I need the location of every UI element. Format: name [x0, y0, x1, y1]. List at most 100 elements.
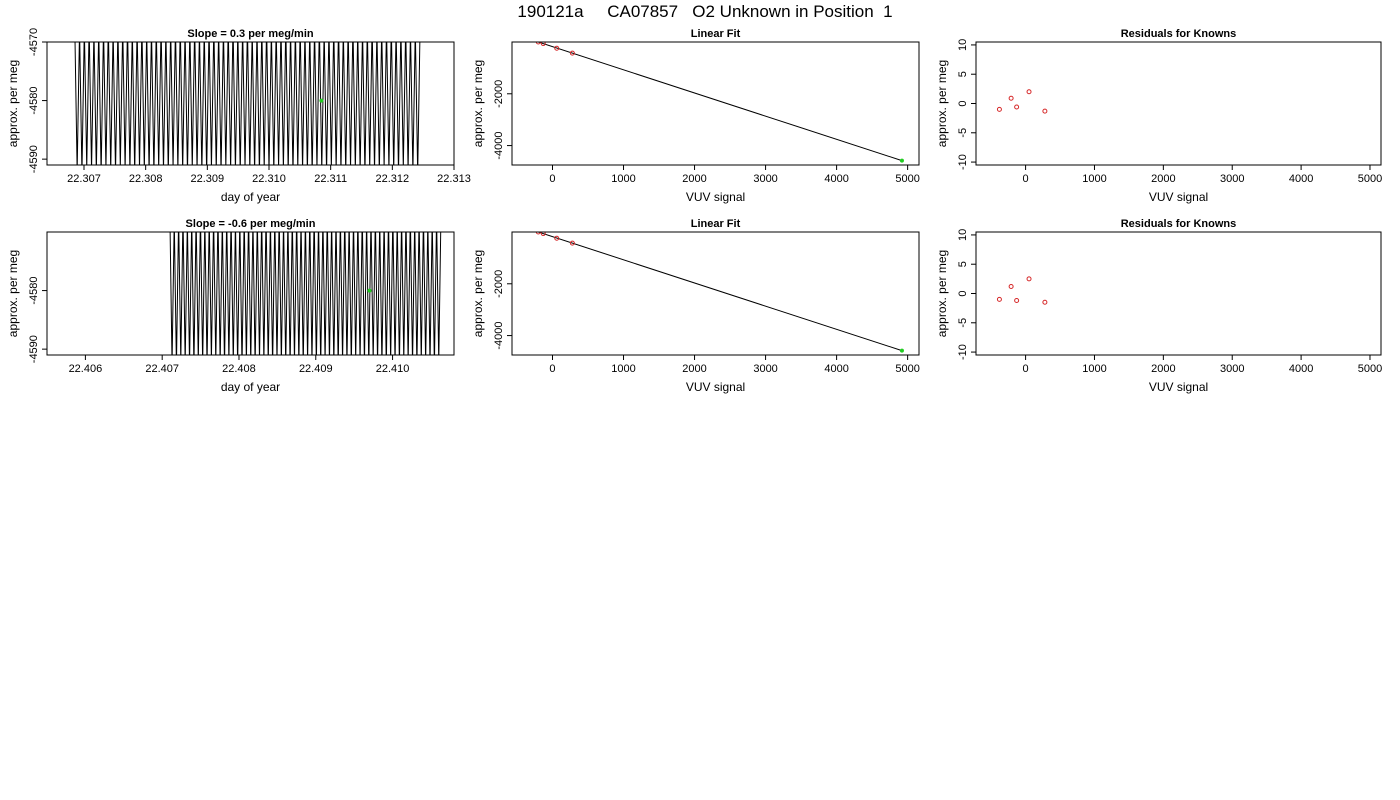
- x-tick-label: 22.406: [69, 363, 103, 375]
- residual-point: [1026, 89, 1032, 95]
- y-tick-label: -4580: [28, 87, 40, 115]
- fit-line: [536, 42, 903, 162]
- y-tick-label: -4590: [28, 145, 40, 173]
- x-tick-label: 1000: [611, 363, 635, 375]
- x-axis-label: VUV signal: [1149, 190, 1208, 204]
- x-tick-label: 1000: [1082, 363, 1106, 375]
- plot-frame: [46, 41, 455, 166]
- x-tick-label: 0: [1023, 363, 1029, 375]
- known-point: [523, 36, 527, 40]
- chart-title: Slope = 0.3 per meg/min: [187, 28, 314, 40]
- x-tick-label: 4000: [1289, 173, 1313, 185]
- plot-frame: [511, 41, 920, 166]
- panel-slope-2: Slope = -0.6 per meg/min 22.406 22.407 22.4…: [6, 218, 455, 394]
- x-tick-label: 22.312: [376, 173, 410, 185]
- x-axis-label: VUV signal: [686, 380, 745, 394]
- y-axis-label: approx. per meg: [6, 250, 20, 337]
- x-tick-label: 1000: [611, 173, 635, 185]
- y-tick-label: 10: [957, 39, 969, 51]
- x-tick-label: 22.313: [437, 173, 471, 185]
- y-axis-label: approx. per meg: [935, 250, 949, 337]
- y-axis-label: approx. per meg: [471, 250, 485, 337]
- panel-slope-1: Slope = 0.3 per meg/min 22.307 22.308 22.30…: [6, 28, 471, 204]
- residual-point: [1026, 276, 1032, 282]
- known-point: [523, 226, 527, 230]
- y-axis-label: approx. per meg: [6, 60, 20, 147]
- x-tick-label: 3000: [753, 173, 777, 185]
- x-tick-label: 2000: [682, 363, 706, 375]
- page-title: 190121a CA07857 O2 Unknown in Position 1: [517, 2, 893, 21]
- x-tick-label: 2000: [1151, 173, 1175, 185]
- y-tick-label: -2000: [493, 270, 505, 298]
- residual-point: [1008, 283, 1014, 289]
- plot-area: [523, 36, 904, 163]
- residual-point: [996, 106, 1002, 112]
- unknown-marker: [319, 98, 324, 103]
- chart-title: Linear Fit: [691, 28, 741, 40]
- panel-resid-1: Residuals for Knowns 0 1000 2000 3000 4000 500…: [935, 28, 1382, 204]
- unknown-point: [899, 348, 904, 353]
- plot-area: [996, 89, 1048, 114]
- fit-line: [536, 232, 903, 352]
- x-axis-label: day of year: [221, 380, 280, 394]
- x-tick-label: 1000: [1082, 173, 1106, 185]
- x-tick-label: 22.307: [67, 173, 101, 185]
- x-tick-label: 0: [549, 173, 555, 185]
- plot-area: [996, 276, 1048, 305]
- plot-area: [74, 42, 421, 165]
- x-tick-label: 22.410: [376, 363, 410, 375]
- x-tick-label: 22.408: [222, 363, 256, 375]
- chart-title: Linear Fit: [691, 218, 741, 230]
- x-axis-label: VUV signal: [1149, 380, 1208, 394]
- known-point: [535, 232, 541, 235]
- plot-frame: [975, 231, 1382, 356]
- y-axis-label: approx. per meg: [935, 60, 949, 147]
- y-tick-label: 5: [957, 261, 969, 267]
- plot-frame: [46, 231, 455, 356]
- residual-point: [1014, 298, 1020, 304]
- x-tick-label: 5000: [895, 363, 919, 375]
- unknown-marker: [367, 288, 372, 293]
- y-tick-label: -4000: [493, 322, 505, 350]
- plot-frame: [975, 41, 1382, 166]
- residual-point: [1042, 299, 1048, 305]
- panel-resid-2: Residuals for Knowns 0 1000 2000 3000 4000 500…: [935, 218, 1382, 394]
- x-axis-label: VUV signal: [686, 190, 745, 204]
- known-point: [540, 42, 546, 47]
- panel-fit-2: Linear Fit 0 1000 2000 3000 4000 5000 -2000 -400…: [471, 218, 920, 394]
- residual-point: [1008, 95, 1014, 101]
- x-tick-label: 4000: [1289, 363, 1313, 375]
- plot-frame: [511, 231, 920, 356]
- y-tick-label: 10: [957, 229, 969, 241]
- y-tick-label: -4570: [28, 28, 40, 56]
- y-tick-label: -4000: [493, 132, 505, 160]
- trace-line: [169, 232, 442, 355]
- y-tick-label: -4580: [28, 277, 40, 305]
- x-tick-label: 22.309: [191, 173, 225, 185]
- known-point: [569, 240, 575, 246]
- y-tick-label: -5: [957, 128, 969, 138]
- x-tick-label: 3000: [1220, 363, 1244, 375]
- known-point: [540, 232, 546, 237]
- residual-point: [1014, 104, 1020, 110]
- y-axis-label: approx. per meg: [471, 60, 485, 147]
- y-tick-label: -2000: [493, 80, 505, 108]
- y-tick-label: -5: [957, 318, 969, 328]
- x-tick-label: 22.308: [129, 173, 163, 185]
- x-tick-label: 5000: [1358, 363, 1382, 375]
- x-tick-label: 3000: [753, 363, 777, 375]
- y-tick-label: 0: [957, 100, 969, 106]
- panel-fit-1: Linear Fit 0 1000 2000 3000 4000 5000 -2000 -400…: [471, 28, 920, 204]
- trace-line: [74, 42, 421, 165]
- chart-title: Residuals for Knowns: [1121, 218, 1237, 230]
- plot-area: [523, 226, 904, 353]
- chart-title: Slope = -0.6 per meg/min: [186, 218, 316, 230]
- x-tick-label: 3000: [1220, 173, 1244, 185]
- residual-point: [996, 296, 1002, 302]
- unknown-point: [899, 158, 904, 163]
- known-point: [569, 50, 575, 56]
- y-tick-label: 0: [957, 290, 969, 296]
- x-tick-label: 0: [549, 363, 555, 375]
- y-tick-label: -4590: [28, 335, 40, 363]
- x-tick-label: 2000: [1151, 363, 1175, 375]
